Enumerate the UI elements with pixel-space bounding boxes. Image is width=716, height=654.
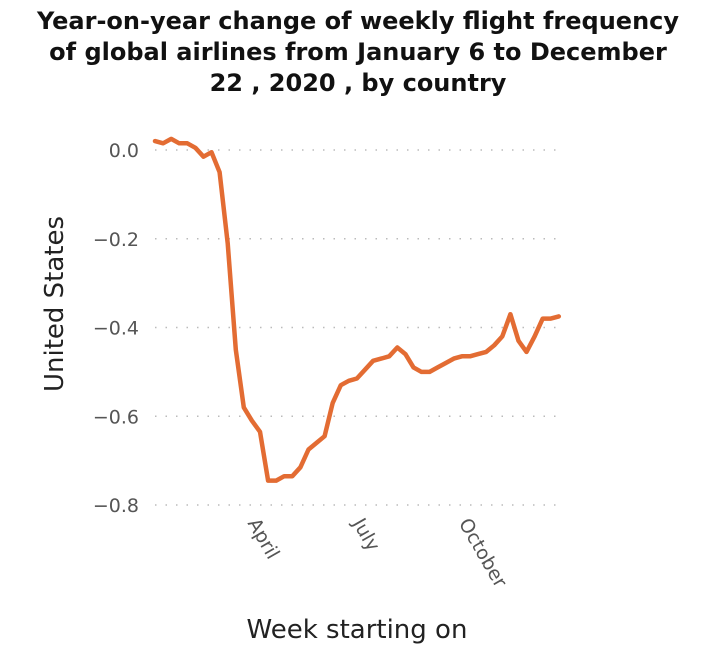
gridlines <box>155 149 560 506</box>
x-axis-ticks: April July October <box>243 514 511 592</box>
x-axis-title: Week starting on <box>247 615 468 645</box>
y-axis-ticks: 0.0 −0.2 −0.4 −0.6 −0.8 <box>93 140 139 517</box>
x-tick-label: October <box>454 515 511 592</box>
x-tick-label: July <box>347 514 384 555</box>
x-tick-label: April <box>243 515 284 564</box>
y-tick-label: −0.4 <box>93 318 139 340</box>
series-line-united-states <box>152 136 562 483</box>
y-tick-label: −0.6 <box>93 406 139 428</box>
y-tick-label: −0.8 <box>93 495 139 517</box>
y-tick-label: −0.2 <box>93 229 139 251</box>
y-axis-title: United States <box>40 216 70 392</box>
y-tick-label: 0.0 <box>109 140 139 162</box>
chart-title: Year-on-year change of weekly flight fre… <box>36 7 680 97</box>
